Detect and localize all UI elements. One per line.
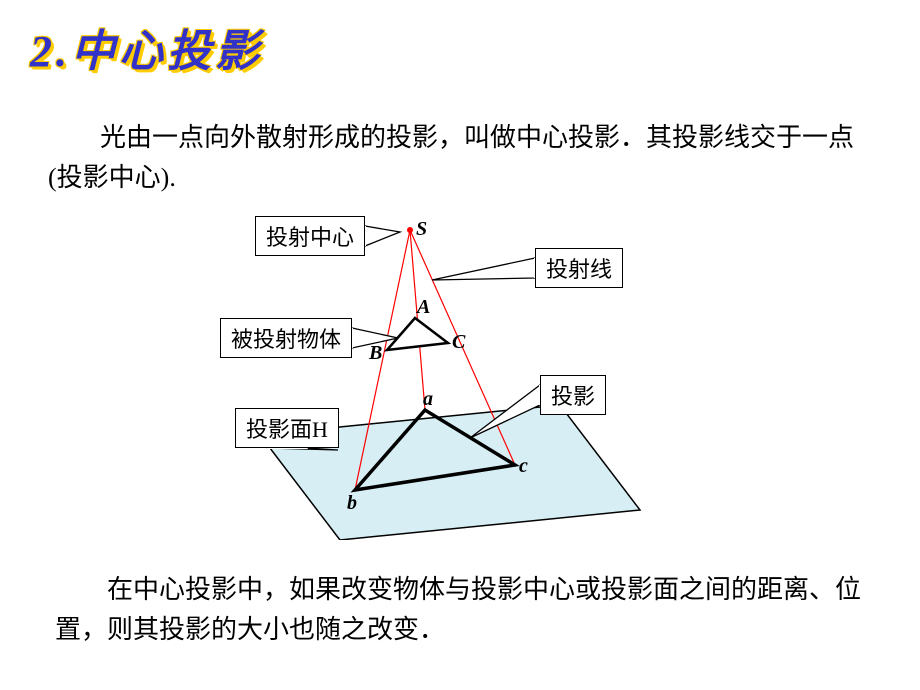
paragraph-2: 在中心投影中，如果改变物体与投影中心或投影面之间的距离、位置，则其投影的大小也随… (55, 570, 870, 650)
point-label-c: c (519, 455, 528, 478)
point-label-a: a (423, 388, 433, 411)
label-projection: 投影 (540, 375, 606, 415)
label-projection-center: 投射中心 (255, 216, 365, 256)
label-projection-ray: 投射线 (535, 248, 623, 288)
point-label-C: C (452, 331, 465, 354)
point-label-A: A (417, 296, 430, 319)
paragraph-1: 光由一点向外散射形成的投影，叫做中心投影．其投影线交于一点(投影中心). (48, 118, 868, 198)
label-projection-plane: 投影面H (235, 408, 339, 448)
label-projected-object: 被投射物体 (220, 318, 352, 358)
page-title: 2.中心投影 (30, 15, 263, 79)
projection-diagram: 投射中心 投射线 被投射物体 投影面H 投影 S A B C a b c (200, 210, 740, 540)
point-label-S: S (416, 218, 427, 241)
point-label-B: B (369, 342, 382, 365)
point-label-b: b (347, 492, 357, 515)
